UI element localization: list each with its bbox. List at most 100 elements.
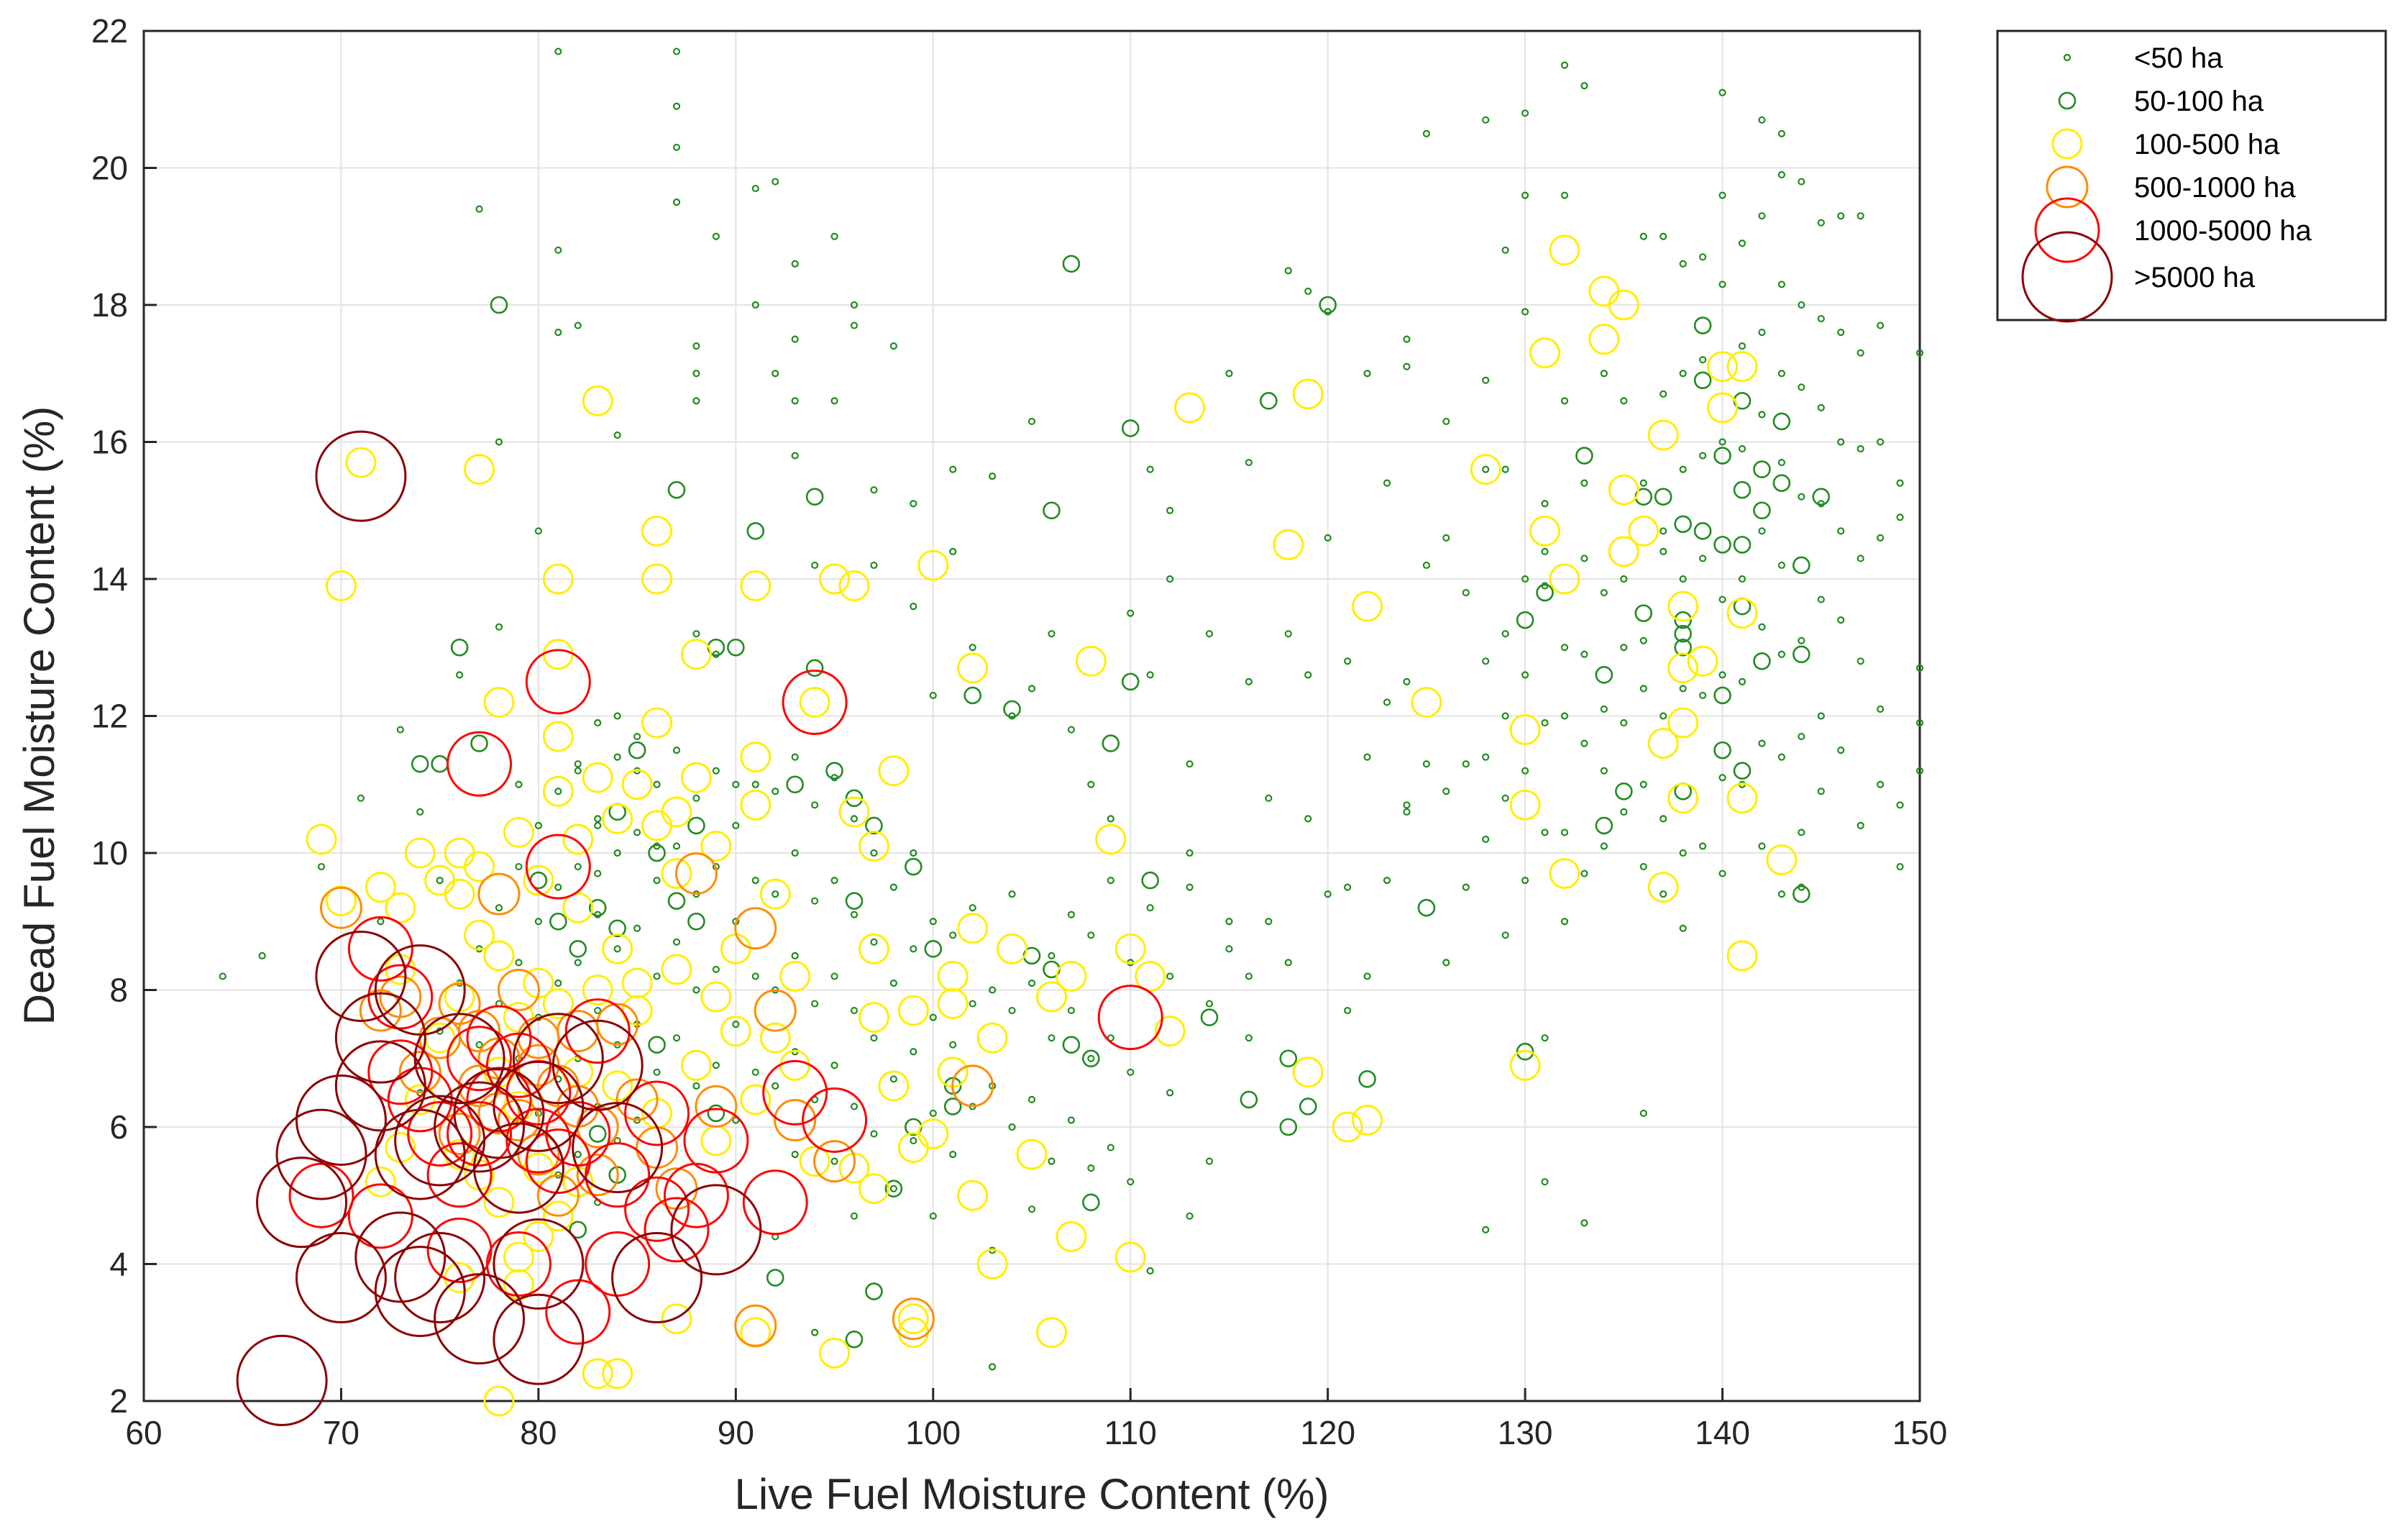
data-point <box>1482 465 1490 473</box>
data-point <box>1560 397 1569 405</box>
data-point <box>1166 972 1174 980</box>
data-point <box>672 842 681 850</box>
data-point <box>672 47 681 55</box>
data-point <box>791 335 799 343</box>
data-point <box>554 788 562 795</box>
data-point <box>1075 645 1107 677</box>
data-point <box>870 486 878 494</box>
data-point <box>1417 898 1436 917</box>
data-point <box>889 979 897 987</box>
data-point <box>929 691 937 700</box>
x-tick-label: 140 <box>1695 1414 1750 1451</box>
data-point <box>884 1179 903 1198</box>
data-point <box>661 954 692 985</box>
data-point <box>917 1118 949 1150</box>
data-point <box>1674 611 1692 629</box>
data-point <box>1777 170 1785 179</box>
data-point <box>1837 616 1845 624</box>
data-point <box>453 1067 545 1159</box>
data-point <box>1817 219 1825 227</box>
data-point <box>1043 501 1061 520</box>
data-point <box>1647 872 1679 903</box>
series-group <box>288 649 1163 1345</box>
data-point <box>1344 1006 1352 1015</box>
data-point <box>582 762 613 793</box>
data-point <box>1127 1178 1135 1186</box>
data-point <box>256 1156 348 1249</box>
data-point <box>602 1358 633 1390</box>
data-point <box>569 1220 587 1239</box>
data-point <box>288 1162 354 1228</box>
data-point <box>447 1026 513 1092</box>
data-point <box>910 1048 917 1056</box>
data-point <box>434 1081 526 1173</box>
data-point <box>1260 392 1278 410</box>
data-point <box>1580 1219 1588 1227</box>
data-point <box>997 933 1028 964</box>
data-point <box>602 803 633 834</box>
data-point <box>957 913 989 944</box>
data-point <box>850 1212 859 1220</box>
series-group <box>219 47 1924 1371</box>
data-point <box>1536 583 1554 602</box>
data-point <box>585 1231 651 1297</box>
data-point <box>687 816 705 835</box>
y-tick-label: 16 <box>91 424 128 461</box>
data-point <box>1798 829 1805 836</box>
x-tick-label: 80 <box>520 1414 557 1451</box>
data-point <box>1082 1193 1100 1212</box>
data-point <box>949 931 957 939</box>
data-point <box>564 998 631 1064</box>
data-point <box>865 1282 883 1300</box>
data-point <box>633 924 641 932</box>
data-point <box>1600 767 1608 775</box>
data-point <box>1726 940 1758 972</box>
data-point <box>1699 555 1707 562</box>
data-point <box>1166 1089 1174 1097</box>
data-point <box>976 1022 1008 1054</box>
data-point <box>1225 945 1233 953</box>
data-point <box>870 561 878 570</box>
data-point <box>354 1211 447 1303</box>
data-point <box>1383 479 1391 487</box>
data-point <box>1600 588 1608 597</box>
data-point <box>989 473 997 480</box>
data-point <box>495 438 503 446</box>
data-point <box>1772 412 1791 431</box>
data-point <box>1777 280 1785 288</box>
data-point <box>1521 575 1529 583</box>
data-point <box>374 1246 466 1338</box>
data-point <box>692 986 700 994</box>
data-point <box>1501 794 1509 802</box>
data-point <box>295 1232 387 1324</box>
data-point <box>1753 652 1771 670</box>
data-point <box>1699 691 1707 700</box>
data-point <box>404 837 436 869</box>
data-point <box>1580 870 1588 877</box>
data-point <box>515 862 523 871</box>
data-point <box>534 527 542 535</box>
y-tick-label: 22 <box>91 12 128 50</box>
data-point <box>1442 788 1450 795</box>
data-point <box>850 1103 859 1110</box>
data-point <box>582 385 613 416</box>
data-point <box>1358 1070 1376 1088</box>
data-point <box>1667 782 1699 814</box>
data-point <box>1560 644 1569 652</box>
data-point <box>1087 1054 1095 1062</box>
data-point <box>1659 890 1667 898</box>
data-point <box>436 876 444 885</box>
data-point <box>1067 726 1075 734</box>
data-point <box>1580 739 1588 747</box>
data-point <box>720 1016 751 1047</box>
data-point <box>1383 876 1391 885</box>
data-point <box>1777 561 1785 570</box>
data-point <box>1877 438 1885 446</box>
data-point <box>799 1146 830 1177</box>
data-point <box>661 1303 692 1335</box>
data-point <box>1798 636 1805 644</box>
data-point <box>497 1098 540 1141</box>
data-point <box>1857 349 1864 357</box>
data-point <box>751 780 759 788</box>
data-point <box>1699 356 1707 364</box>
